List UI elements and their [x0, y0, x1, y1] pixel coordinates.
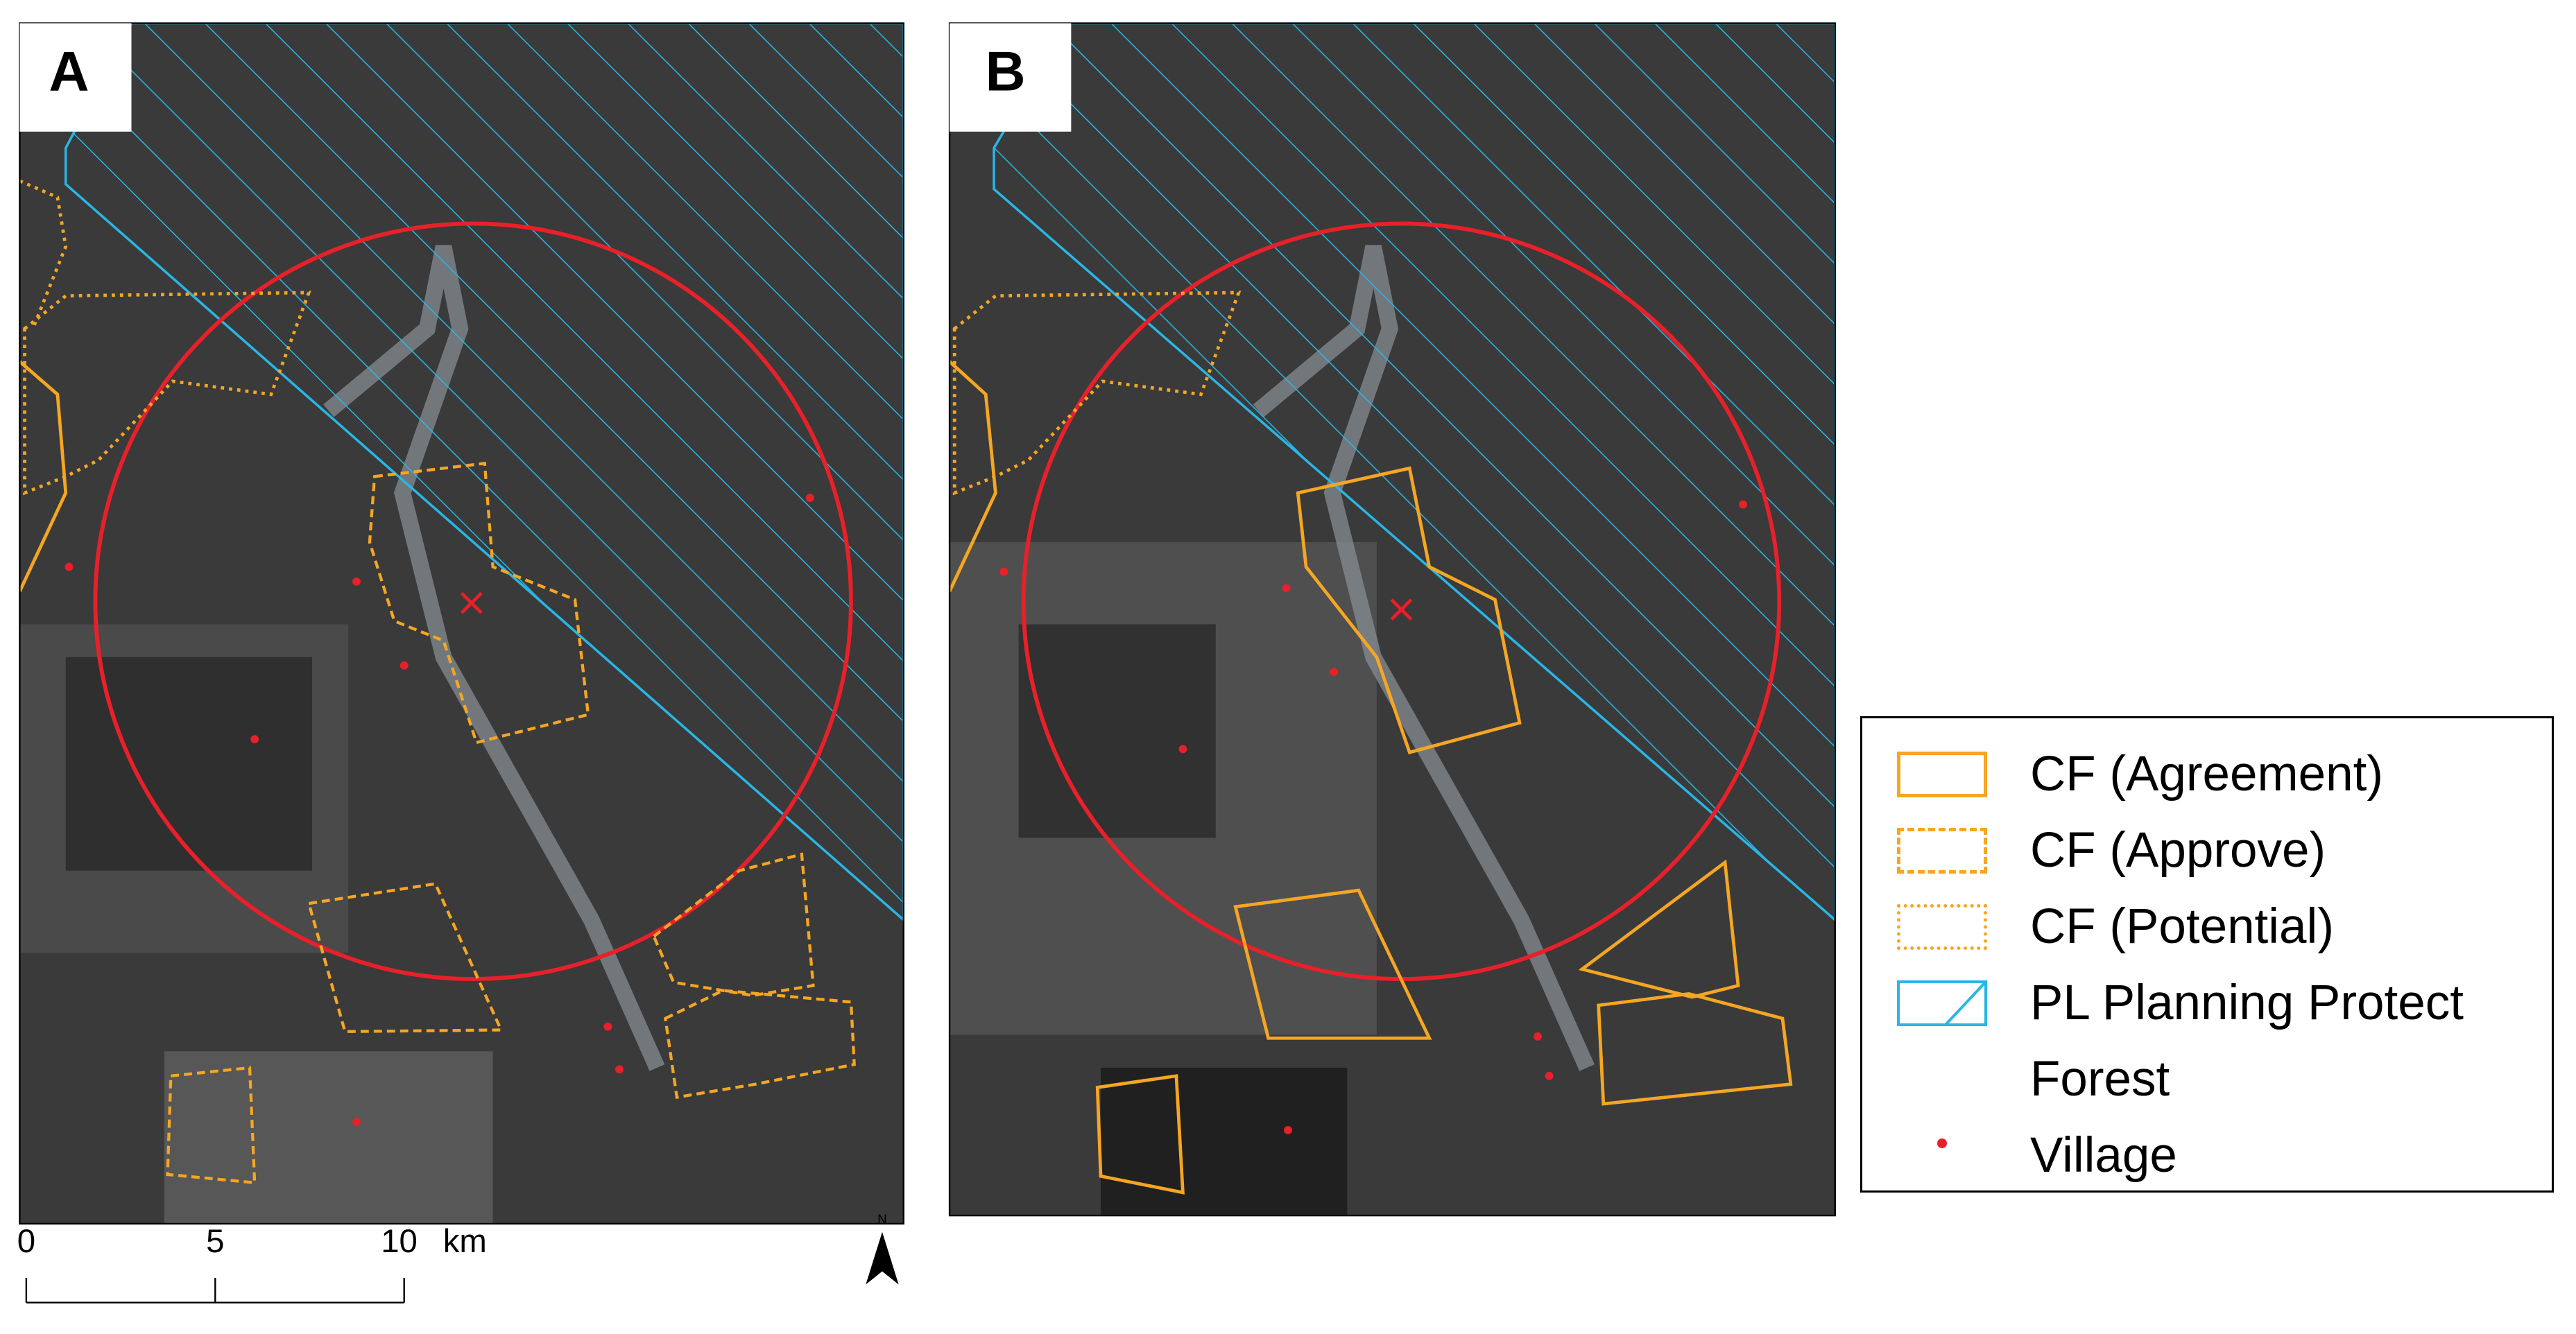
legend-label: CF (Potential) [2030, 899, 2334, 954]
scale-bar [25, 1278, 405, 1303]
scale-label: 5 [206, 1223, 224, 1260]
legend-item: CF (Potential) [1897, 899, 2576, 965]
legend-item: PL Planning Protect Forest [1897, 976, 2576, 1118]
scale-unit: km [443, 1223, 487, 1260]
map-a [19, 23, 904, 1224]
map-b [950, 23, 1835, 1216]
scale-label: 10 [381, 1223, 418, 1260]
legend-item: Village [1897, 1128, 2576, 1194]
legend: CF (Agreement) CF (Approve) CF (Potentia… [1860, 716, 2554, 1193]
legend-label: CF (Agreement) [2030, 747, 2383, 802]
panel-label: B [986, 41, 1026, 103]
legend-item: CF (Agreement) [1897, 747, 2576, 813]
north-arrow [866, 1231, 899, 1285]
legend-label: PL Planning Protect Forest [2030, 976, 2464, 1107]
legend-item: CF (Approve) [1897, 823, 2576, 889]
scale-label: 0 [17, 1223, 35, 1260]
north-label: N [877, 1213, 887, 1227]
legend-label: Village [2030, 1128, 2177, 1183]
legend-label: CF (Approve) [2030, 823, 2326, 878]
panel-label: A [49, 41, 89, 103]
